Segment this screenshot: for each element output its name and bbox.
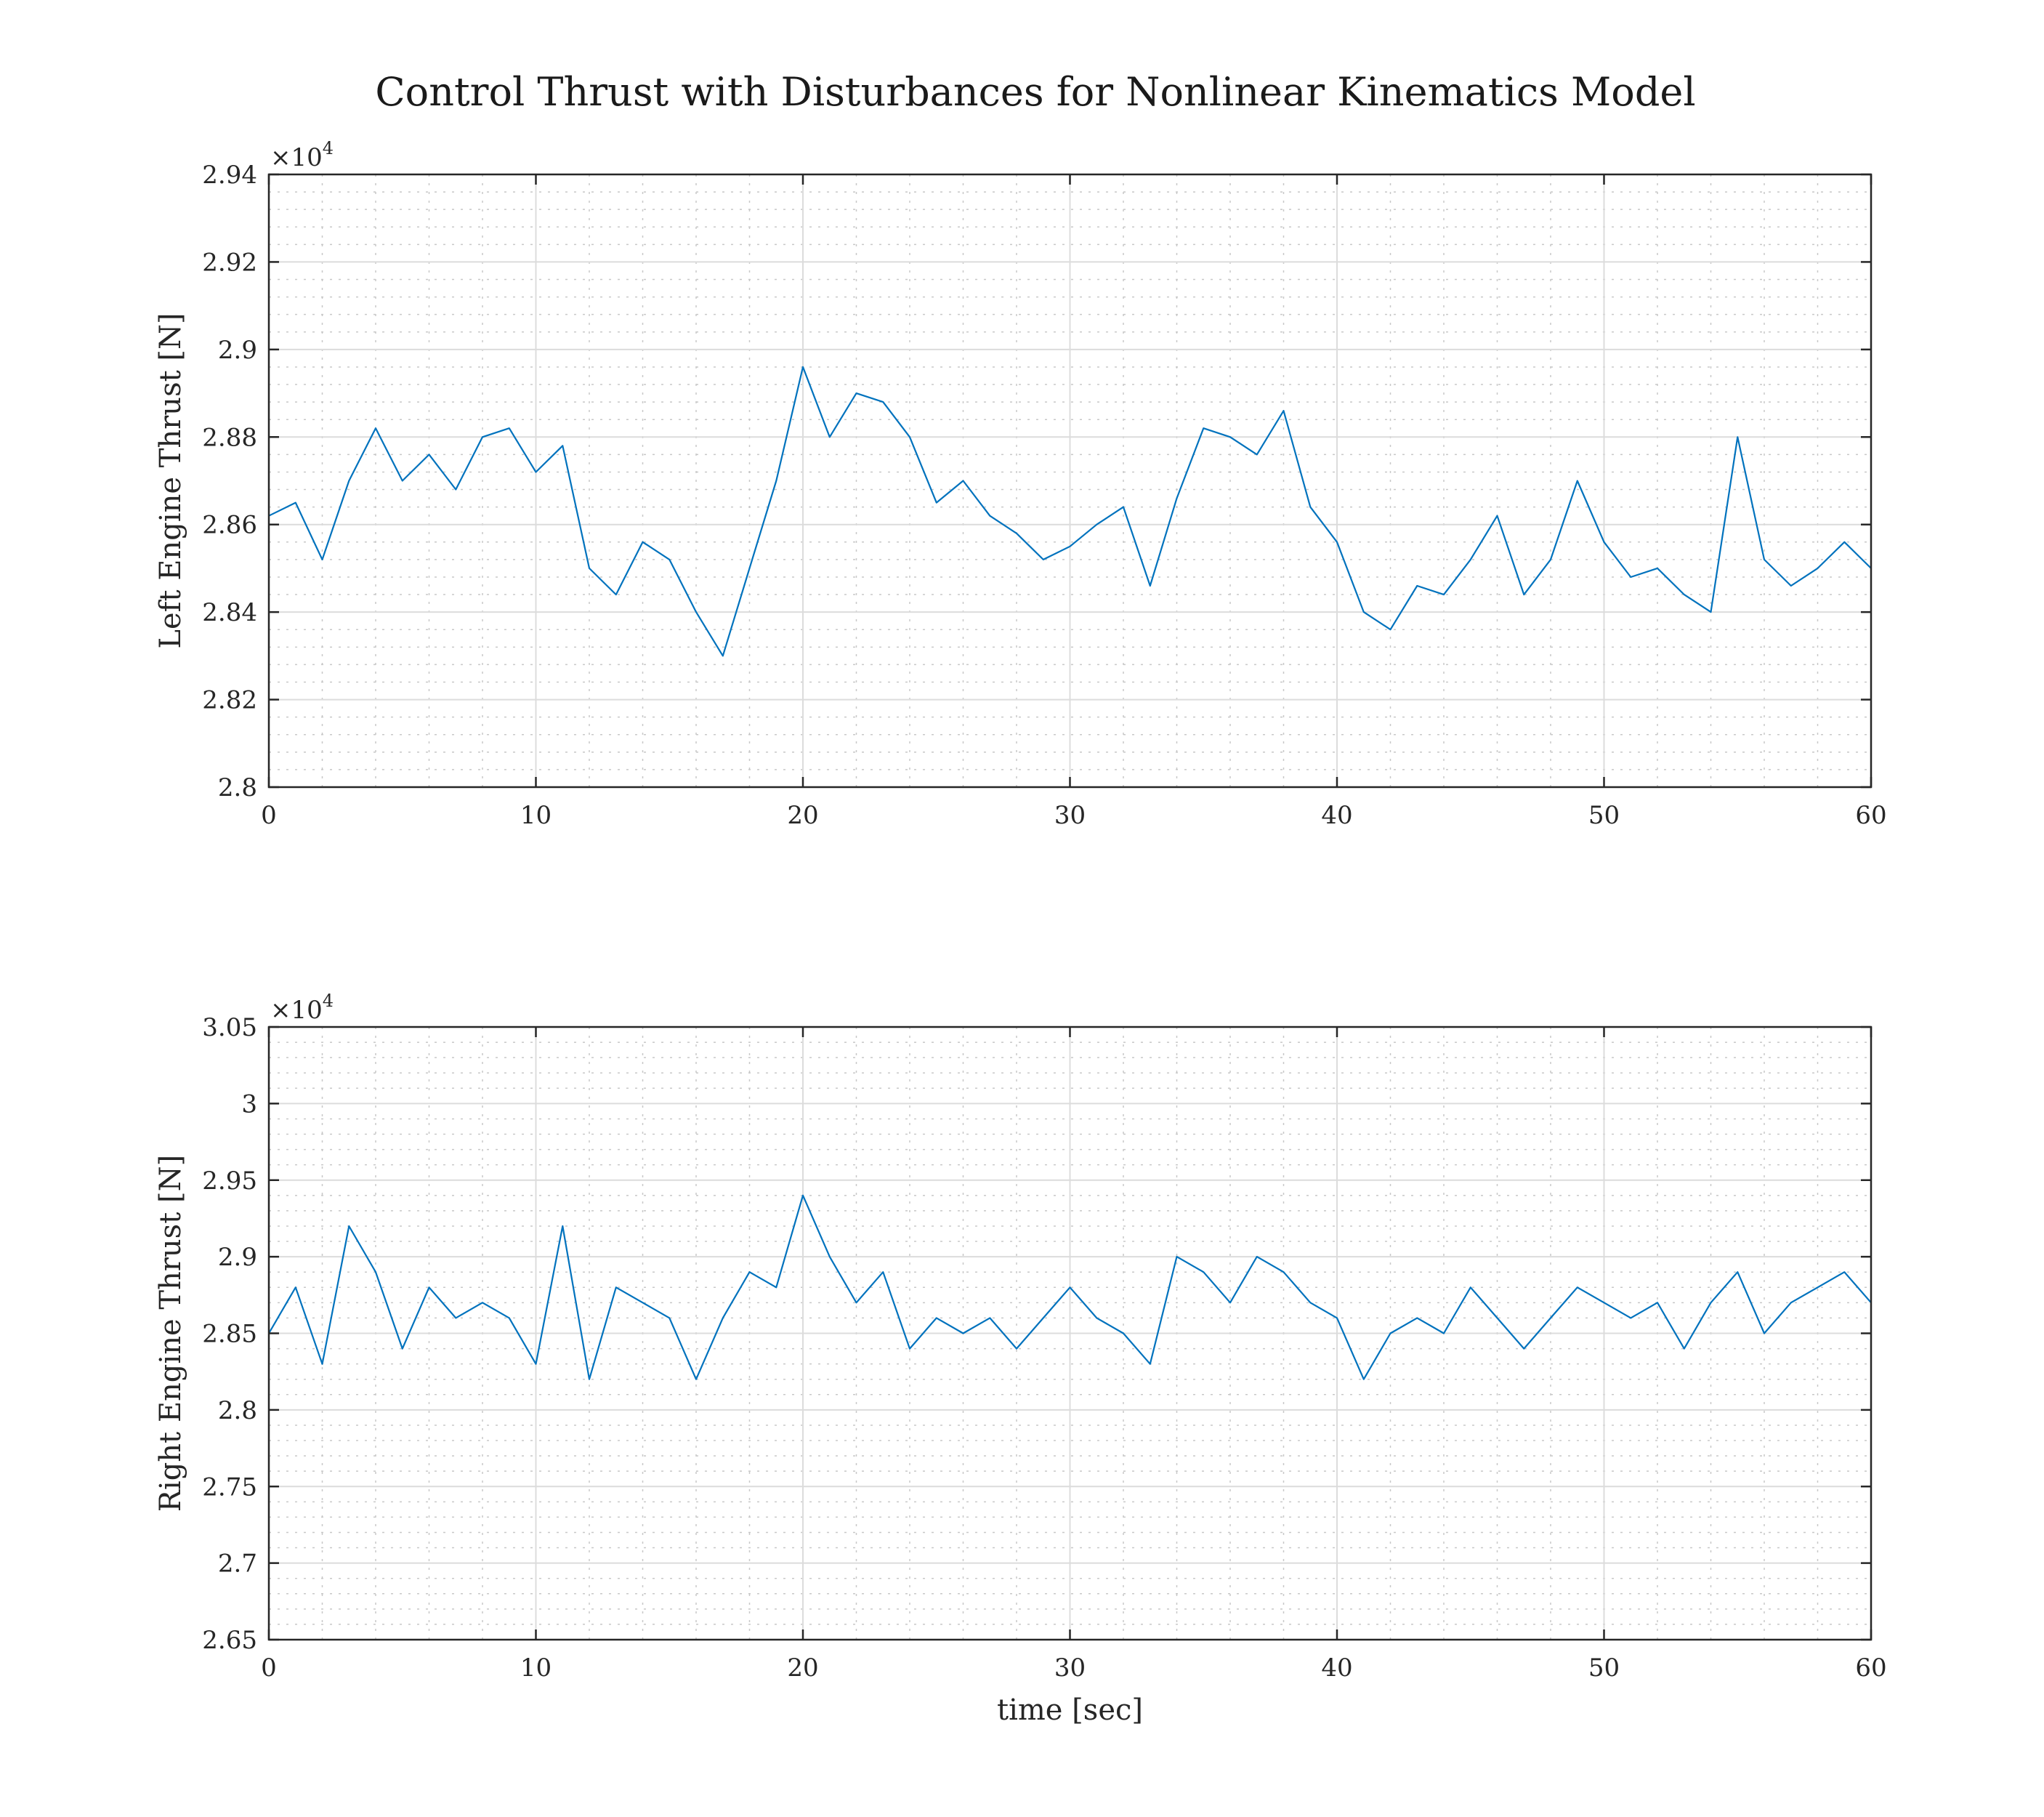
- x-tick-label: 10: [520, 1653, 552, 1683]
- y-tick-label: 2.8: [218, 773, 257, 802]
- x-tick-label: 0: [261, 1653, 277, 1683]
- x-tick-label: 40: [1321, 1653, 1352, 1683]
- x-tick-label: 30: [1054, 801, 1086, 830]
- y-tick-label: 3.05: [202, 1013, 257, 1042]
- x-tick-label: 30: [1054, 1653, 1086, 1683]
- y-tick-label: 2.92: [202, 248, 257, 277]
- y-tick-label: 2.9: [218, 336, 257, 365]
- right-engine-thrust-plot: 0 10 20 30 40 50 60 2.65 2.7 2.75 2.8 2.85 2.9 2.95 3 3…: [154, 991, 1887, 1727]
- series-line: [268, 366, 1872, 657]
- y-axis-label: Right Engine Thrust [N]: [154, 1155, 187, 1512]
- x-tick-label: 20: [787, 1653, 818, 1683]
- y-tick-label: 2.7: [218, 1550, 257, 1579]
- y-axis-multiplier: ×104: [270, 991, 334, 1025]
- y-tick-label: 2.84: [202, 598, 257, 627]
- y-tick-label: 2.75: [202, 1472, 257, 1502]
- x-axis-label: time [sec]: [997, 1693, 1143, 1727]
- x-tick-label: 10: [520, 801, 552, 830]
- y-axis-label: Left Engine Thrust [N]: [154, 313, 187, 648]
- y-tick-label: 2.65: [202, 1626, 257, 1655]
- x-tick-label: 20: [787, 801, 818, 830]
- y-tick-label: 2.94: [202, 161, 257, 190]
- x-tick-label: 50: [1588, 801, 1620, 830]
- x-tick-label: 60: [1855, 801, 1886, 830]
- y-axis-multiplier: ×104: [270, 138, 334, 172]
- y-tick-label: 2.9: [218, 1243, 257, 1272]
- x-tick-label: 0: [261, 801, 277, 830]
- y-tick-label: 2.85: [202, 1320, 257, 1349]
- y-tick-label: 2.95: [202, 1167, 257, 1196]
- left-engine-thrust-plot: 0 10 20 30 40 50 60 2.8 2.82 2.84 2.86 2.88 2.9 2.92 2…: [154, 138, 1887, 830]
- y-tick-label: 2.88: [202, 423, 257, 452]
- y-tick-label: 2.86: [202, 511, 257, 540]
- x-tick-label: 50: [1588, 1653, 1620, 1683]
- series-line: [268, 1194, 1872, 1380]
- y-tick-label: 2.82: [202, 686, 257, 715]
- y-tick-label: 3: [241, 1089, 257, 1119]
- y-tick-label: 2.8: [218, 1396, 257, 1425]
- x-tick-label: 60: [1855, 1653, 1886, 1683]
- figure-title: Control Thrust with Disturbances for Non…: [375, 69, 1695, 115]
- x-tick-label: 40: [1321, 801, 1352, 830]
